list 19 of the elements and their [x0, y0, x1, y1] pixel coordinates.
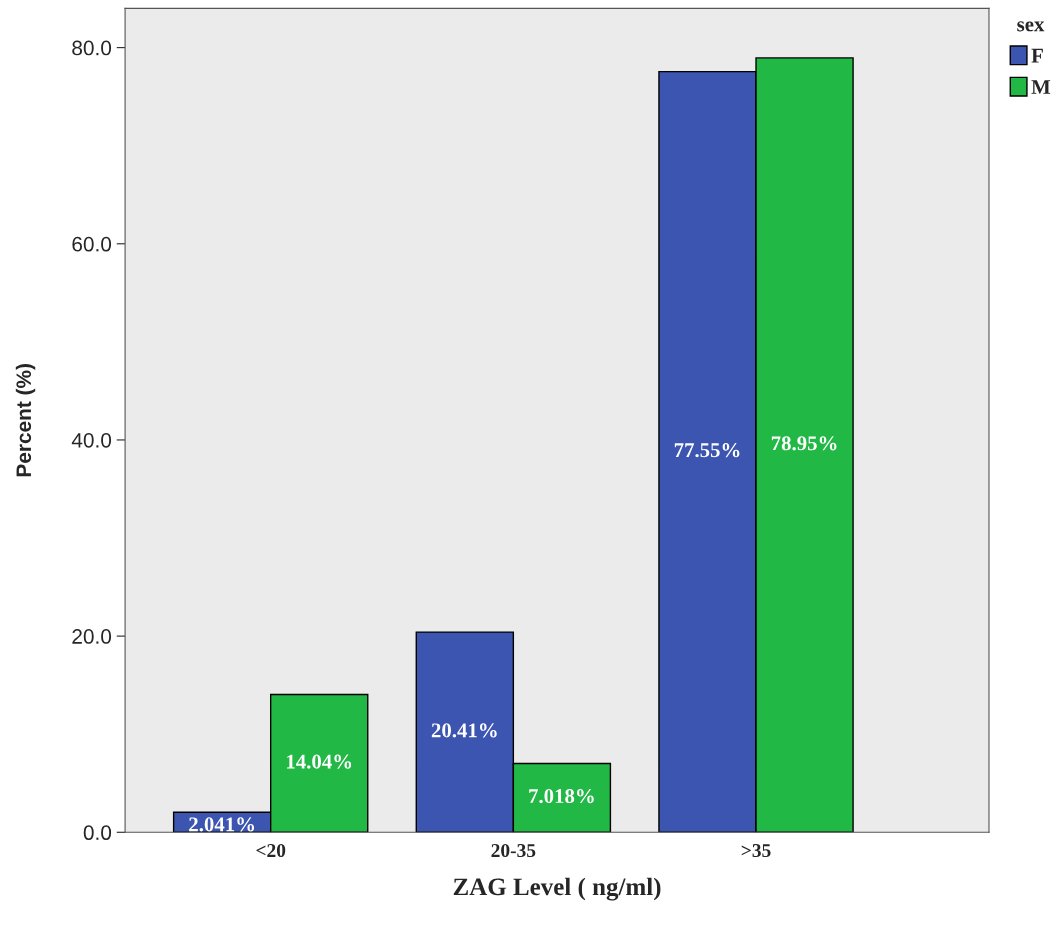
y-tick-label: 80.0 [72, 40, 112, 56]
data-label: 20.41% [431, 723, 497, 738]
data-label: 2.041% [189, 817, 255, 832]
x-tick-label: <20 [256, 843, 286, 858]
x-axis-title: ZAG Level ( ng/ml) [453, 877, 661, 901]
legend-title: sex [1017, 21, 1045, 32]
y-axis-title: Percent (%) [15, 364, 36, 477]
x-tick-label: >35 [741, 844, 771, 858]
y-tick-label: 60.0 [72, 236, 112, 252]
y-tick-label: 0.0 [83, 825, 112, 841]
x-tick-label: 20-35 [491, 843, 536, 858]
legend-label: F [1031, 48, 1043, 63]
y-tick-label: 20.0 [72, 629, 112, 644]
data-label: 77.55% [674, 443, 740, 458]
data-label: 7.018% [529, 789, 594, 804]
legend-label: M [1031, 80, 1051, 94]
data-label: 14.04% [287, 754, 352, 769]
y-tick-label: 40.0 [71, 432, 112, 448]
data-label: 78.95% [771, 436, 837, 451]
